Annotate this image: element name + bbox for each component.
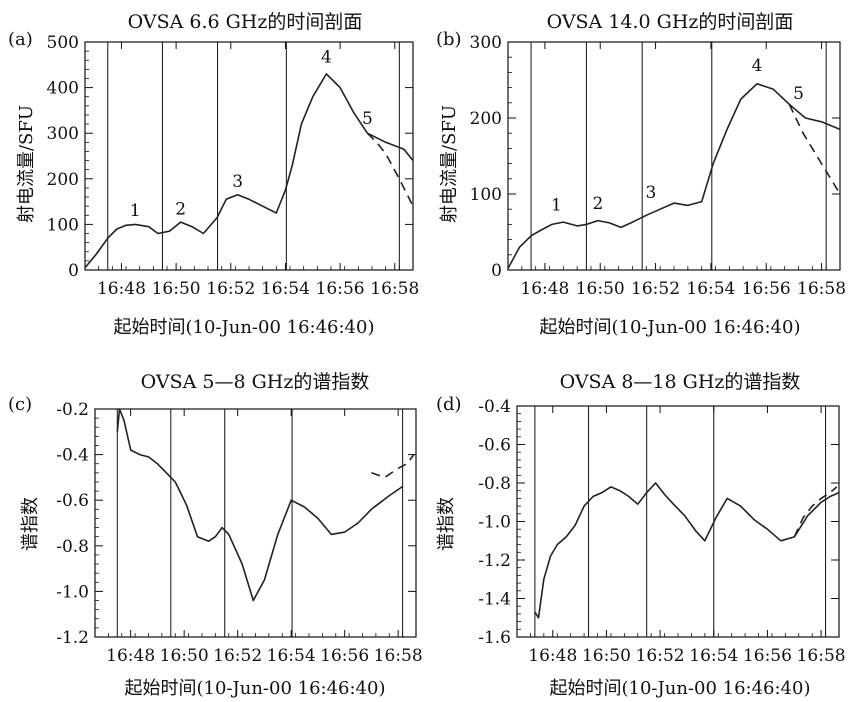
- panel-d-y-tick-label: -0.6: [478, 436, 511, 456]
- panel-a-y-tick-label: 500: [47, 33, 79, 53]
- panel-c-marks: 16:48 16:50 16:52 16:54 16:56 16:58 -1.2 -1.0 -0…: [56, 400, 422, 666]
- panel-d-x-tick-label: 16:48: [528, 646, 577, 666]
- panel-b-x-tick-label: 16:54: [686, 279, 735, 299]
- panel-d-y-tick-label: -1.6: [478, 628, 511, 648]
- panel-c-y-tick-label: -1.2: [56, 628, 89, 648]
- panel-a-marks: 16:48 16:50 16:52 16:54 16:56 16:58 0 100 200 300…: [47, 33, 420, 299]
- panel-c-letter: (c): [8, 394, 32, 415]
- panel-c-x-tick-label: 16:48: [106, 646, 155, 666]
- panel-b-x-tick-label: 16:52: [631, 279, 680, 299]
- panel-b-marks: 16:48 16:50 16:52 16:54 16:56 16:58 0 100 200 300…: [470, 33, 847, 299]
- panel-b-peak-label: 4: [752, 56, 763, 76]
- panel-c-x-tick-label: 16:58: [374, 646, 423, 666]
- panel-b-x-tick-label: 16:48: [520, 279, 569, 299]
- panel-b-title: OVSA 14.0 GHz的时间剖面: [547, 11, 794, 33]
- panel-a-title: OVSA 6.6 GHz的时间剖面: [128, 11, 363, 33]
- panel-b-peak-label: 1: [551, 196, 562, 216]
- panel-a-x-tick-label: 16:58: [370, 279, 419, 299]
- panel-a-y-tick-label: 400: [47, 79, 79, 99]
- panel-d-plot-frame: [516, 405, 840, 638]
- panel-c-series-dashed-line: [371, 454, 415, 479]
- panel-a-peak-label: 2: [175, 199, 186, 219]
- panel-a-y-tick-label: 0: [68, 261, 79, 281]
- panel-c: OVSA 5—8 GHz的谱指数 (c) 谱指数 起始时间(10-Jun-00 …: [8, 371, 423, 699]
- panel-b-peak-label: 5: [793, 84, 804, 104]
- panel-c-y-tick-label: -1.0: [56, 582, 89, 602]
- panel-a-peak-label: 1: [130, 201, 141, 221]
- panel-d-y-tick-label: -1.0: [478, 513, 511, 533]
- panel-c-ylabel: 谱指数: [20, 497, 41, 551]
- panel-b-x-tick-label: 16:58: [797, 279, 846, 299]
- panel-d-series-solid-line: [534, 482, 840, 619]
- panel-b-plot-frame: [507, 41, 841, 271]
- panel-c-x-tick-label: 16:52: [213, 646, 262, 666]
- panel-a-plot-frame: [84, 41, 414, 271]
- panel-c-x-tick-label: 16:50: [160, 646, 209, 666]
- panel-d-y-tick-label: -0.4: [478, 397, 511, 417]
- panel-c-series-solid-line: [116, 408, 404, 602]
- panel-d-x-tick-label: 16:50: [582, 646, 631, 666]
- panel-a-xlabel: 起始时间(10-Jun-00 16:46:40): [114, 317, 375, 338]
- panel-d-x-tick-label: 16:56: [743, 646, 792, 666]
- panel-d-series-dashed-line: [793, 486, 838, 538]
- panel-d-letter: (d): [436, 394, 462, 415]
- panel-b-letter: (b): [436, 29, 462, 50]
- panel-a: OVSA 6.6 GHz的时间剖面 (a) 射电流量/SFU 起始时间(10-J…: [8, 11, 419, 338]
- panel-c-plot-frame: [94, 408, 417, 638]
- panel-c-title: OVSA 5—8 GHz的谱指数: [141, 371, 370, 393]
- panel-b-series-solid-line: [507, 83, 841, 269]
- panel-c-y-tick-label: -0.8: [56, 537, 89, 557]
- panel-d-x-tick-label: 16:52: [636, 646, 685, 666]
- panel-d-title: OVSA 8—18 GHz的谱指数: [560, 371, 801, 393]
- panel-b-y-tick-label: 100: [470, 185, 502, 205]
- panel-d-x-tick-label: 16:54: [689, 646, 738, 666]
- panel-a-peak-label: 4: [321, 48, 332, 68]
- panel-d: OVSA 8—18 GHz的谱指数 (d) 谱指数 起始时间(10-Jun-00…: [436, 371, 846, 699]
- panel-d-y-tick-label: -1.4: [478, 590, 511, 610]
- panel-c-x-tick-label: 16:56: [320, 646, 369, 666]
- panel-b-x-tick-label: 16:56: [742, 279, 791, 299]
- panel-a-ylabel: 射电流量/SFU: [16, 105, 37, 223]
- panel-c-y-tick-label: -0.6: [56, 491, 89, 511]
- panel-d-y-tick-label: -0.8: [478, 474, 511, 494]
- panel-d-x-tick-label: 16:58: [797, 646, 846, 666]
- panel-a-x-tick-label: 16:56: [316, 279, 365, 299]
- panel-a-x-tick-label: 16:54: [261, 279, 310, 299]
- panel-b-y-tick-label: 200: [470, 109, 502, 129]
- panel-b-ylabel: 射电流量/SFU: [439, 105, 460, 223]
- panel-a-x-tick-label: 16:50: [152, 279, 201, 299]
- panel-a-letter: (a): [8, 29, 33, 50]
- panel-b-series-dashed-line: [788, 103, 841, 195]
- panel-a-peak-label: 5: [362, 109, 373, 129]
- panel-a-y-tick-label: 100: [47, 215, 79, 235]
- panel-c-y-tick-label: -0.4: [56, 446, 89, 466]
- panel-c-y-tick-label: -0.2: [56, 400, 89, 420]
- panel-a-series-solid-line: [84, 73, 414, 269]
- panel-d-xlabel: 起始时间(10-Jun-00 16:46:40): [550, 678, 811, 699]
- panel-d-y-tick-label: -1.2: [478, 551, 511, 571]
- panel-d-ylabel: 谱指数: [436, 497, 457, 551]
- panel-d-marks: 16:48 16:50 16:52 16:54 16:56 16:58 -1.6 -1.4 -1…: [478, 397, 845, 666]
- panel-b-y-tick-label: 300: [470, 33, 502, 53]
- panel-a-y-tick-label: 300: [47, 124, 79, 144]
- panel-b-y-tick-label: 0: [491, 261, 502, 281]
- panel-c-xlabel: 起始时间(10-Jun-00 16:46:40): [125, 678, 386, 699]
- panel-a-x-tick-label: 16:52: [206, 279, 255, 299]
- panel-a-x-tick-label: 16:48: [97, 279, 146, 299]
- panel-b-peak-label: 2: [593, 194, 604, 214]
- panel-a-peak-label: 3: [232, 172, 243, 192]
- panel-b: OVSA 14.0 GHz的时间剖面 (b) 射电流量/SFU 起始时间(10-…: [436, 11, 846, 338]
- panel-a-series-dashed-line: [366, 132, 414, 207]
- panel-c-x-tick-label: 16:54: [267, 646, 316, 666]
- panel-a-y-tick-label: 200: [47, 170, 79, 190]
- panel-b-peak-label: 3: [646, 183, 657, 203]
- panel-b-x-tick-label: 16:50: [576, 279, 625, 299]
- panel-b-xlabel: 起始时间(10-Jun-00 16:46:40): [540, 317, 801, 338]
